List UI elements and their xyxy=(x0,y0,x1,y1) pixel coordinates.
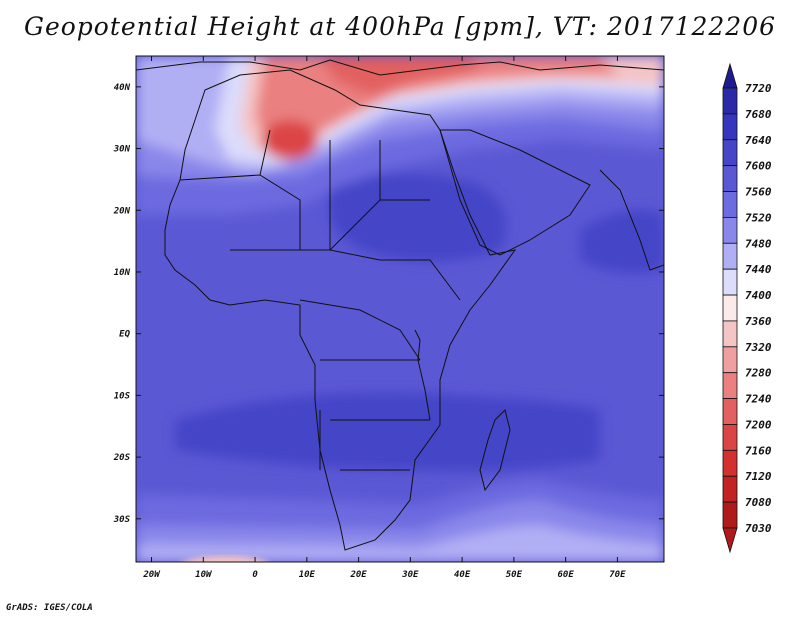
arabia-coastline xyxy=(439,129,591,256)
colorbar-label: 7680 xyxy=(745,108,772,121)
colorbar-label: 7030 xyxy=(745,522,772,535)
colorbar-swatch xyxy=(722,217,738,244)
lon-tick-label: 30E xyxy=(401,570,419,580)
colorbar-swatch xyxy=(722,398,738,425)
africa-coastline xyxy=(164,69,517,551)
colorbar-swatch xyxy=(722,475,738,503)
colorbar-swatch xyxy=(722,320,738,348)
colorbar-swatch xyxy=(722,242,738,270)
lon-tick-label: 40E xyxy=(454,570,471,580)
south-pink-patch xyxy=(183,556,267,562)
colorbar-swatch xyxy=(722,346,738,374)
ridge-sahel xyxy=(328,173,507,262)
height-field xyxy=(136,56,664,562)
lat-axis: 40N 30N 20N 10N EQ 10S 20S 30S xyxy=(113,83,664,525)
colorbar-label: 7400 xyxy=(745,289,772,302)
grads-credit: GrADS: IGES/COLA xyxy=(6,603,93,613)
colorbar-label: 7480 xyxy=(745,237,772,250)
colorbar-swatch xyxy=(722,449,738,477)
colorbar-label: 7240 xyxy=(745,393,772,406)
lon-axis: 20W 10W 0 10E 20E 30E 40E 50E 60E 70E xyxy=(142,56,626,580)
lat-tick-label: 10S xyxy=(114,391,131,401)
colorbar-swatch xyxy=(722,424,738,451)
colorbar-label: 7560 xyxy=(745,186,772,199)
lon-tick-label: 10W xyxy=(195,570,213,580)
colorbar: 7720 7680 7640 7600 7560 7520 7480 7440 7400 7360… xyxy=(722,62,772,554)
ridge-arabian-sea xyxy=(580,210,664,274)
lat-tick-label: 10N xyxy=(114,268,131,278)
lat-tick-label: EQ xyxy=(119,330,130,340)
lon-tick-label: 20W xyxy=(142,570,161,580)
colorbar-swatch xyxy=(722,165,738,192)
colorbar-swatch xyxy=(722,87,738,115)
colorbar-swatch xyxy=(722,372,738,399)
great-lakes xyxy=(414,329,431,421)
colorbar-label: 7440 xyxy=(745,263,772,276)
colorbar-label: 7120 xyxy=(745,470,772,483)
colorbar-bottom-arrow xyxy=(722,527,738,554)
colorbar-label: 7720 xyxy=(745,82,772,95)
lat-tick-label: 20N xyxy=(113,206,131,216)
colorbar-label: 7600 xyxy=(745,160,772,173)
madagascar-coastline xyxy=(479,409,511,492)
lon-tick-label: 50E xyxy=(506,570,523,580)
borders-central xyxy=(230,249,461,471)
colorbar-label: 7160 xyxy=(745,444,772,457)
band-north-core xyxy=(320,56,480,95)
colorbar-label: 7280 xyxy=(745,367,772,380)
colorbar-swatch xyxy=(722,268,738,296)
map-frame xyxy=(135,55,665,563)
lat-tick-label: 30N xyxy=(113,145,131,155)
lat-tick-label: 20S xyxy=(113,453,131,463)
coastlines xyxy=(136,59,664,551)
colorbar-swatch xyxy=(722,191,738,218)
lon-tick-label: 60E xyxy=(558,570,575,580)
lat-tick-label: 40N xyxy=(114,83,131,93)
colorbar-swatch xyxy=(722,139,738,167)
colorbar-label: 7520 xyxy=(745,211,772,224)
cutoff-low-center xyxy=(262,120,318,160)
lat-tick-label: 30S xyxy=(113,515,131,525)
colorbar-label: 7360 xyxy=(745,315,772,328)
colorbar-swatch xyxy=(722,294,738,322)
map-title: Geopotential Height at 400hPa [gpm], VT:… xyxy=(23,12,777,41)
lon-tick-label: 70E xyxy=(609,570,626,580)
lon-tick-label: 10E xyxy=(299,570,316,580)
colorbar-label: 7200 xyxy=(745,418,772,431)
lon-tick-label: 0 xyxy=(252,570,258,580)
colorbar-swatch xyxy=(722,501,738,529)
colorbar-swatch xyxy=(722,113,738,141)
colorbar-top-arrow xyxy=(722,62,738,89)
lon-tick-label: 20E xyxy=(349,570,367,580)
colorbar-label: 7080 xyxy=(745,496,772,509)
ridge-southern xyxy=(175,392,600,472)
india-coastline xyxy=(599,169,664,271)
colorbar-label: 7640 xyxy=(745,134,772,147)
europe-coastline xyxy=(136,59,664,76)
colorbar-label: 7320 xyxy=(745,341,772,354)
band-south-lavender xyxy=(136,525,664,562)
